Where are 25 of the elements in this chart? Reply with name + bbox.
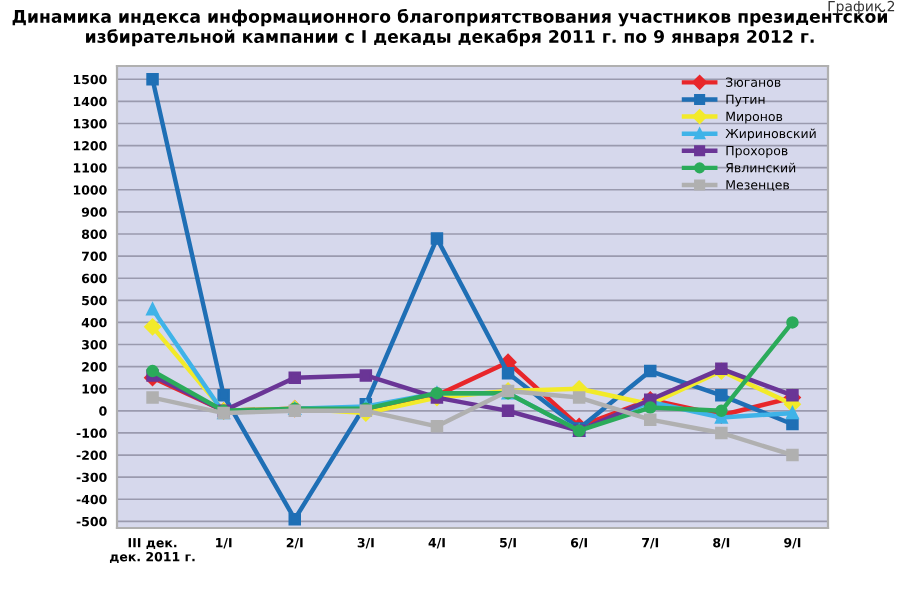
point	[430, 420, 444, 433]
point	[144, 318, 161, 336]
point	[786, 406, 799, 420]
point	[572, 391, 586, 404]
point	[146, 73, 159, 86]
point	[288, 371, 301, 384]
point	[644, 413, 657, 426]
point	[359, 369, 373, 382]
point	[146, 391, 159, 404]
point	[786, 316, 799, 329]
point	[288, 512, 301, 526]
point	[146, 302, 159, 316]
point	[501, 367, 515, 380]
point	[644, 364, 657, 378]
point	[501, 404, 515, 418]
point	[644, 401, 657, 414]
point	[146, 364, 159, 378]
point	[217, 389, 230, 402]
point	[715, 404, 728, 418]
point	[715, 389, 728, 402]
point	[715, 426, 728, 440]
point	[786, 417, 799, 431]
point	[430, 232, 444, 245]
point	[786, 448, 799, 462]
point	[786, 389, 799, 402]
